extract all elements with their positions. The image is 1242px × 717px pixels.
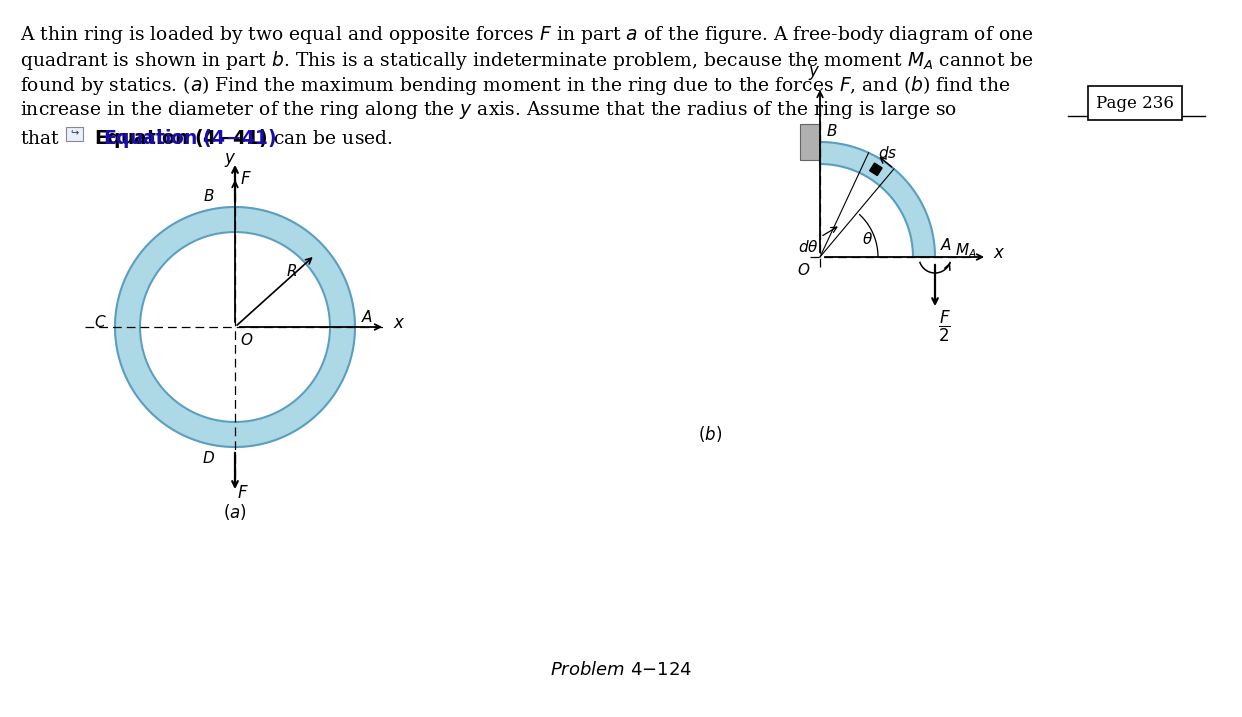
Text: $O$: $O$ [796, 262, 810, 278]
Text: $x$: $x$ [392, 315, 405, 333]
Text: $(a)$: $(a)$ [224, 502, 247, 522]
Text: $y$: $y$ [224, 151, 236, 169]
Text: $\dfrac{F}{2}$: $\dfrac{F}{2}$ [938, 309, 951, 344]
Text: $B$: $B$ [826, 123, 837, 139]
Polygon shape [116, 207, 355, 447]
Text: $ds$: $ds$ [878, 145, 897, 161]
Text: $x$: $x$ [994, 245, 1006, 262]
Text: that      $\mathbf{Equation\ (4\!-\!41)}$ can be used.: that $\mathbf{Equation\ (4\!-\!41)}$ can… [20, 127, 392, 150]
Text: increase in the diameter of the ring along the $y$ axis. Assume that the radius : increase in the diameter of the ring alo… [20, 99, 958, 121]
Text: $O$: $O$ [240, 332, 253, 348]
Polygon shape [140, 232, 330, 422]
Text: $\theta$: $\theta$ [862, 231, 873, 247]
Text: $\mathit{Problem\ 4{-}124}$: $\mathit{Problem\ 4{-}124}$ [550, 661, 692, 679]
Text: $M_A$: $M_A$ [955, 242, 976, 260]
Text: quadrant is shown in part $b$. This is a statically indeterminate problem, becau: quadrant is shown in part $b$. This is a… [20, 49, 1033, 72]
Polygon shape [820, 142, 935, 257]
FancyBboxPatch shape [66, 126, 82, 141]
Text: $D$: $D$ [202, 450, 215, 466]
Text: $d\theta$: $d\theta$ [797, 239, 818, 255]
Text: $A$: $A$ [940, 237, 953, 253]
Text: $B$: $B$ [204, 188, 215, 204]
Text: $C$: $C$ [94, 314, 107, 330]
Text: $y$: $y$ [807, 64, 820, 82]
Bar [800, 124, 820, 160]
Polygon shape [869, 163, 882, 176]
Text: $\bf{Equation\ (4\!-\!41)}$: $\bf{Equation\ (4\!-\!41)}$ [103, 127, 277, 150]
Text: $F$: $F$ [237, 485, 248, 502]
Text: $A$: $A$ [361, 309, 373, 325]
Text: Page 236: Page 236 [1095, 95, 1174, 112]
Text: A thin ring is loaded by two equal and opposite forces $F$ in part $a$ of the fi: A thin ring is loaded by two equal and o… [20, 24, 1033, 46]
Text: $R$: $R$ [286, 263, 297, 279]
Text: $F$: $F$ [240, 171, 252, 188]
Text: found by statics. ($a$) Find the maximum bending moment in the ring due to the f: found by statics. ($a$) Find the maximum… [20, 74, 1010, 97]
Text: ↪: ↪ [70, 128, 78, 138]
Text: $(b)$: $(b)$ [698, 424, 722, 444]
